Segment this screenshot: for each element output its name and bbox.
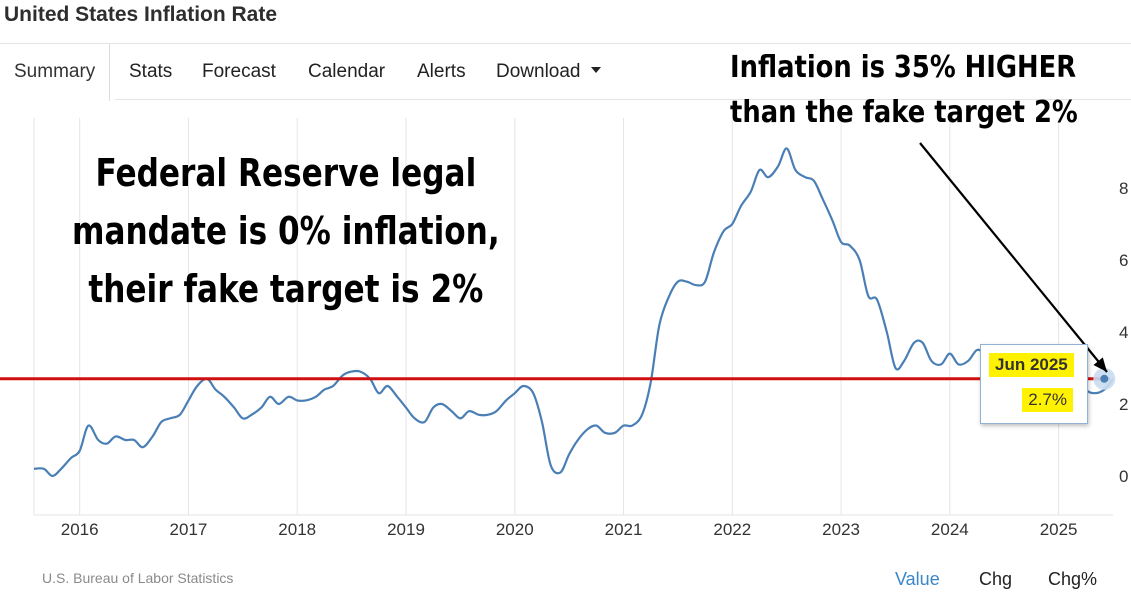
chart-tooltip: Jun 2025 2.7%	[980, 344, 1088, 424]
annotation-arrow-head	[1093, 357, 1107, 372]
inflation-series-line	[33, 147, 1114, 478]
y-tick-label: 0	[1119, 467, 1128, 486]
chevron-down-icon	[590, 66, 601, 73]
annotation-left-line3: their fake target is 2%	[88, 267, 484, 311]
x-tick-label: 2022	[713, 520, 751, 539]
chg-percent-toggle[interactable]: Chg%	[1048, 569, 1098, 589]
x-tick-label: 2017	[170, 520, 208, 539]
source-label: U.S. Bureau of Labor Statistics	[42, 570, 234, 586]
x-tick-label: 2018	[278, 520, 316, 539]
annotation-right: Inflation is 35% HIGHER than the fake ta…	[730, 45, 1078, 135]
annotation-left: Federal Reserve legal mandate is 0% infl…	[72, 144, 500, 318]
y-tick-label: 4	[1119, 323, 1128, 342]
y-tick-label: 6	[1119, 251, 1128, 270]
y-tick-label: 8	[1119, 179, 1128, 198]
tab-stats[interactable]: Stats	[129, 61, 173, 82]
annotation-left-line2: mandate is 0% inflation,	[72, 209, 500, 253]
chg-toggle[interactable]: Chg	[979, 569, 1013, 589]
tab-divider	[115, 99, 1131, 100]
x-tick-label: 2023	[822, 520, 860, 539]
tooltip-date: Jun 2025	[989, 353, 1074, 377]
y-tick-label: 2	[1119, 395, 1128, 414]
annotation-right-line1: Inflation is 35% HIGHER	[730, 50, 1077, 85]
tab-summary[interactable]: Summary	[0, 44, 111, 101]
tab-bar: Summary Stats Forecast Calendar Alerts D…	[0, 43, 1131, 101]
value-toggle[interactable]: Value	[895, 569, 940, 589]
annotation-right-line2: than the fake target 2%	[730, 95, 1078, 130]
x-tick-label: 2016	[61, 520, 99, 539]
page-title: United States Inflation Rate	[4, 3, 278, 26]
tab-download[interactable]: Download	[496, 61, 601, 83]
tab-download-label: Download	[496, 61, 581, 82]
tab-calendar[interactable]: Calendar	[308, 61, 386, 82]
x-tick-label: 2021	[605, 520, 643, 539]
x-tick-label: 2020	[496, 520, 534, 539]
x-tick-label: 2019	[387, 520, 425, 539]
tab-alerts[interactable]: Alerts	[417, 61, 466, 82]
annotation-left-line1: Federal Reserve legal	[95, 151, 477, 195]
tooltip-value: 2.7%	[1022, 388, 1073, 412]
x-tick-label: 2024	[931, 520, 969, 539]
annotation-arrow-line	[919, 142, 1108, 373]
x-tick-label: 2025	[1040, 520, 1078, 539]
latest-point-marker	[1100, 374, 1109, 383]
tab-forecast[interactable]: Forecast	[202, 61, 276, 82]
